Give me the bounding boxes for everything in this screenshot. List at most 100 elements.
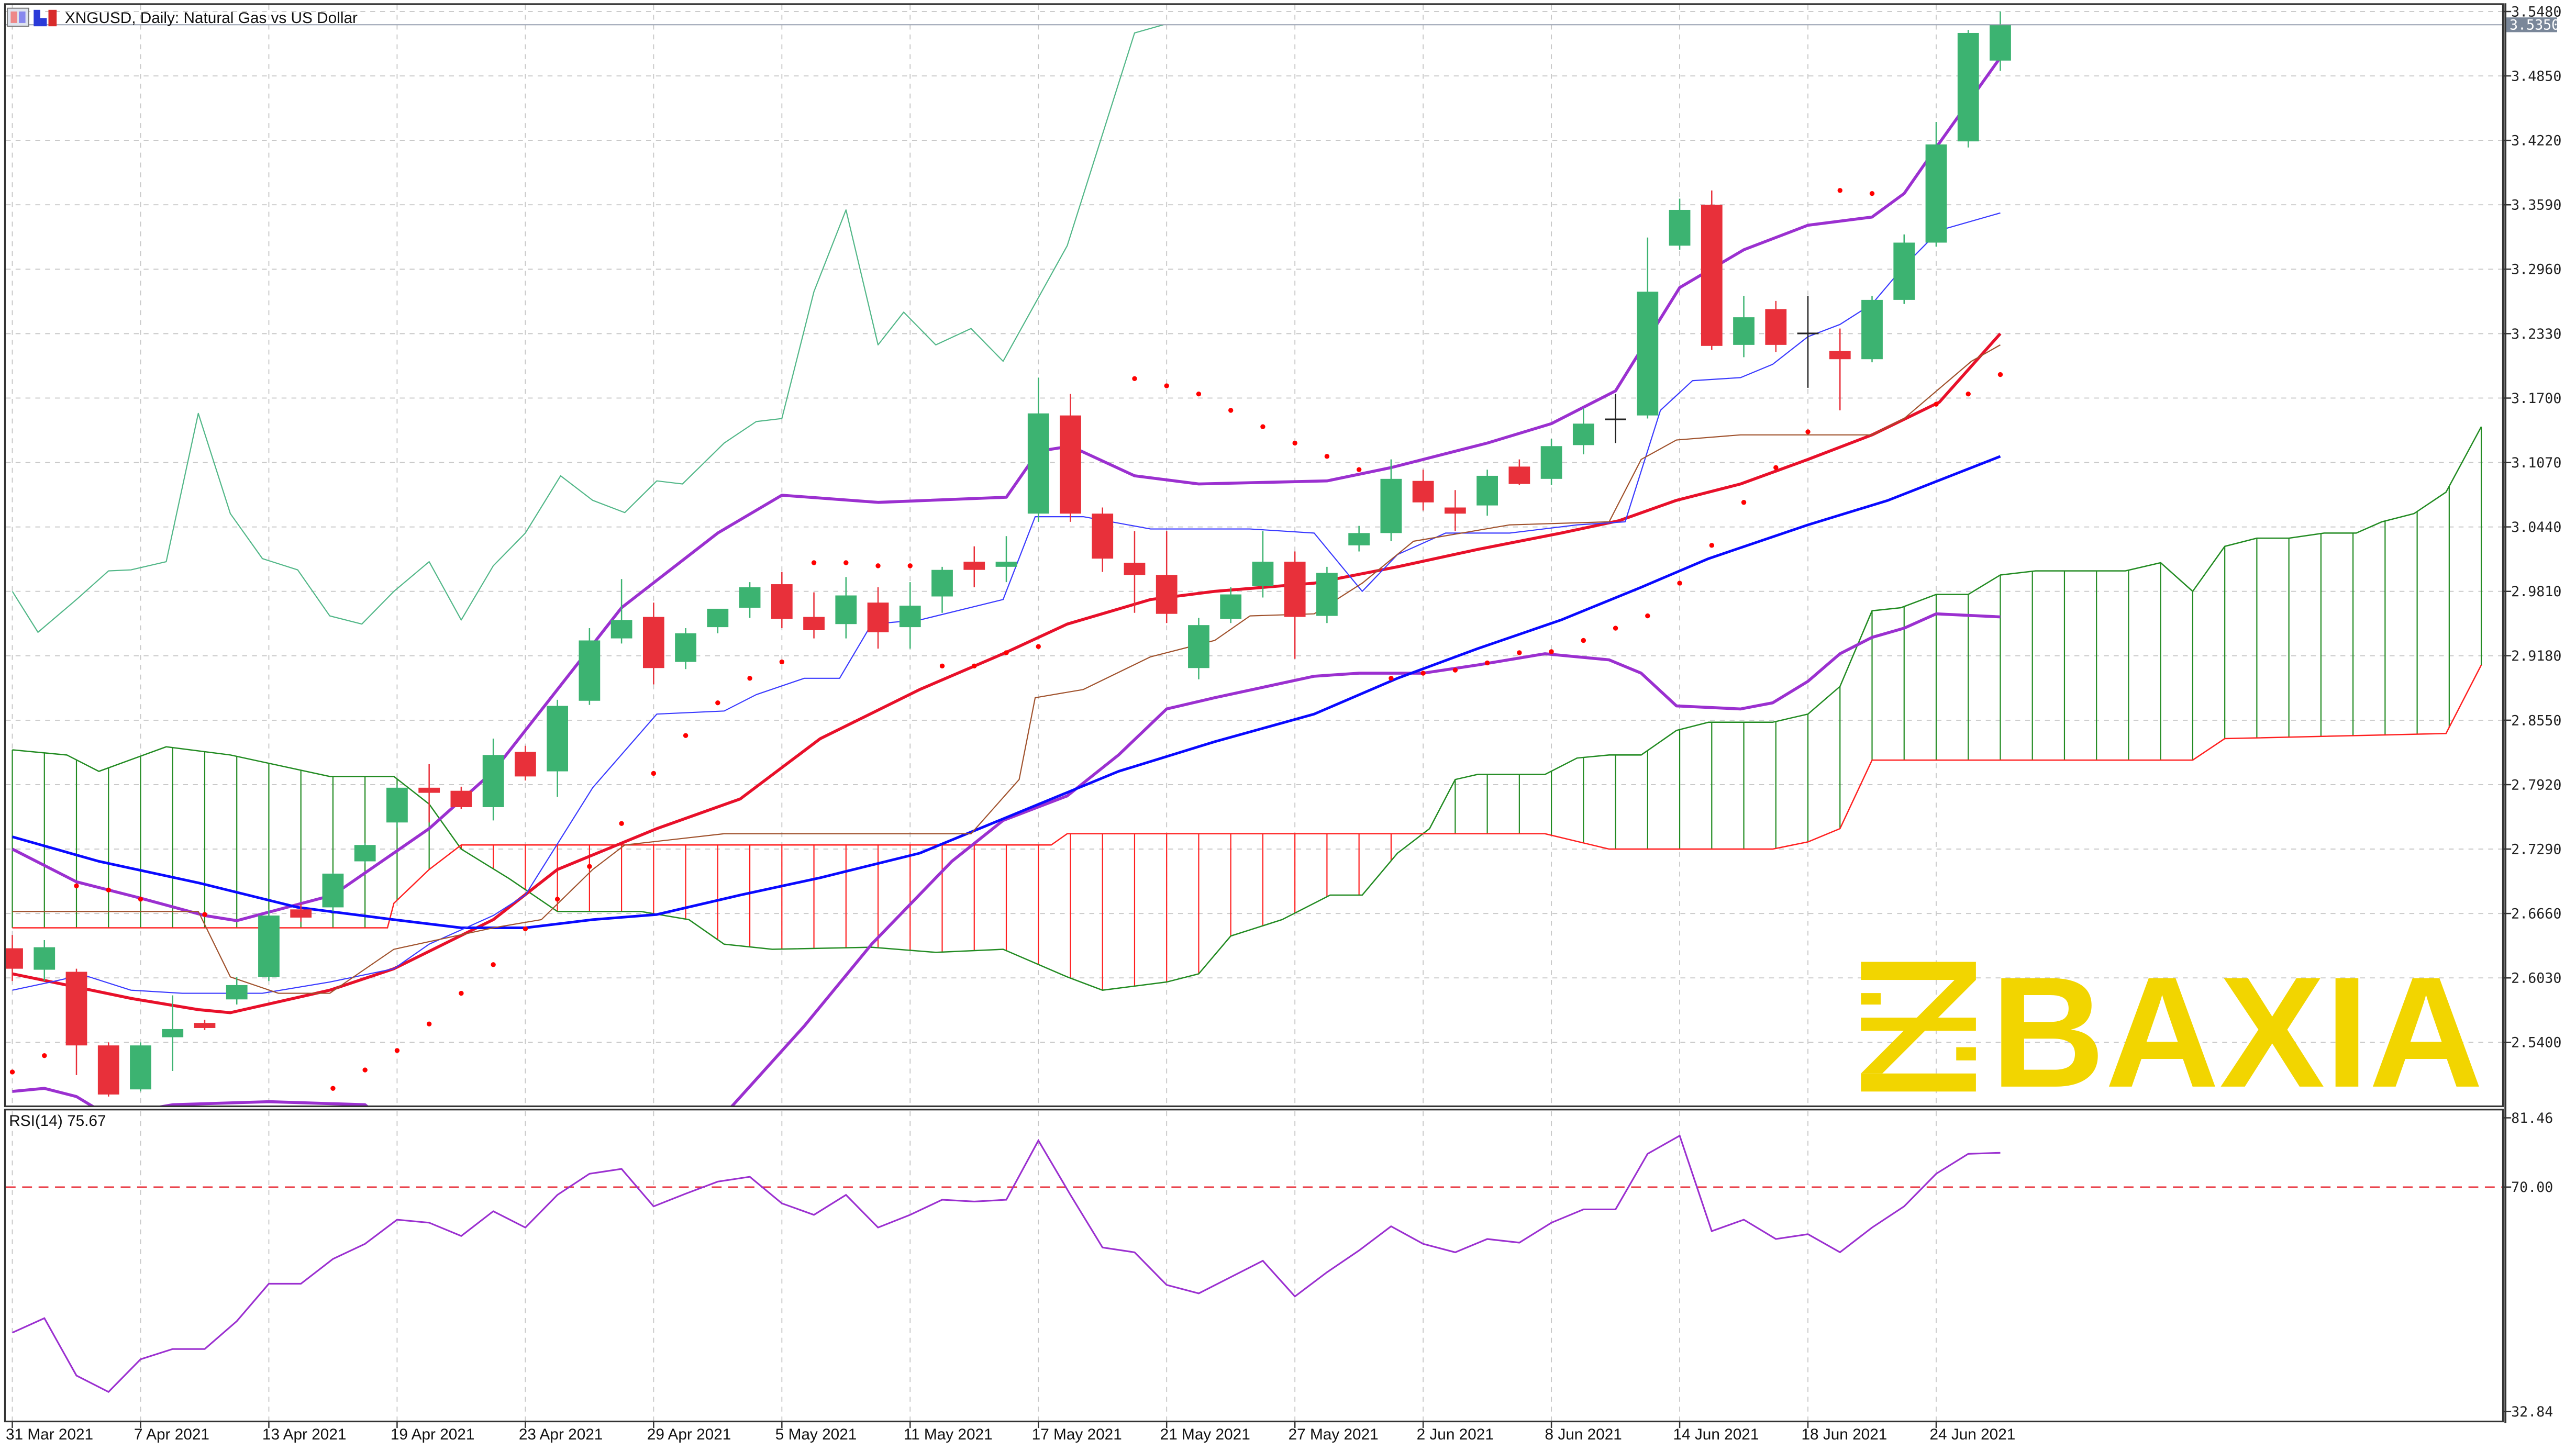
candle-body (1861, 299, 1883, 360)
candle-body (1380, 478, 1402, 533)
price-tick-label: 2.5400 (2511, 1035, 2561, 1051)
candle (707, 608, 729, 633)
sar-dot (1452, 667, 1458, 673)
time-tick-label: 8 Jun 2021 (1545, 1426, 1622, 1443)
sar-dot (523, 926, 528, 932)
candle-body (1508, 466, 1530, 484)
senkou-span-b (12, 664, 2482, 929)
baxia-logo-icon (1861, 962, 1976, 1092)
candle-body (1252, 562, 1274, 586)
candle-body (1669, 209, 1691, 246)
sar-dot (426, 1021, 432, 1026)
sar-dot (74, 883, 79, 889)
candle (899, 582, 921, 649)
indicator-lines (12, 24, 2002, 1107)
candle (1540, 439, 1562, 485)
price-axis: 3.5480 3.4850 3.4220 3.3590 3.2960 3.2330 3.17… (2503, 4, 2561, 1051)
price-tick-label: 3.1070 (2511, 455, 2561, 471)
sar-dot (1645, 613, 1650, 619)
candle (1444, 490, 1466, 531)
candle-body (5, 948, 23, 969)
candle-body (1444, 507, 1466, 514)
time-tick-label: 24 Jun 2021 (1929, 1426, 2015, 1443)
price-tick-label: 3.5480 (2511, 4, 2561, 20)
rsi-plot[interactable] (5, 1134, 2503, 1393)
candle-body (130, 1045, 151, 1090)
sar-dot (811, 560, 817, 565)
candle-body (1476, 475, 1498, 506)
candle (1925, 121, 1947, 247)
candle-body (450, 790, 472, 807)
candle-body (65, 972, 87, 1046)
price-plot[interactable] (2, 11, 2503, 1181)
candle-body (931, 570, 953, 597)
candle (1669, 198, 1691, 250)
candle-body (1605, 418, 1626, 420)
sar-dot (1164, 383, 1169, 388)
sar-dot (1613, 626, 1618, 631)
candle-body (739, 587, 761, 608)
candle (835, 577, 857, 639)
candle (482, 739, 504, 821)
sar-dot (1036, 644, 1041, 649)
candle-body (899, 606, 921, 628)
price-tick-label: 3.4220 (2511, 133, 2561, 149)
rsi-line (12, 1134, 2001, 1393)
candle-body (386, 787, 408, 823)
sar-dot (1484, 660, 1490, 666)
candle-body (771, 584, 793, 619)
candle (258, 909, 280, 981)
candle (739, 582, 761, 618)
price-pane-frame (4, 3, 2504, 1108)
candle (771, 572, 793, 629)
band-upper-line (12, 57, 2002, 922)
candle (803, 592, 825, 639)
candle-body (515, 752, 536, 777)
sar-dot (1356, 467, 1362, 472)
candle (515, 745, 536, 781)
candle (418, 764, 440, 823)
sar-dot (42, 1053, 47, 1058)
baxia-logo: BAXIA (1861, 944, 2483, 1120)
candle (450, 786, 472, 809)
candle-body (258, 916, 280, 977)
candle-body (707, 608, 729, 628)
candle (1508, 459, 1530, 485)
candle (1348, 526, 1370, 552)
ma-red-line (12, 332, 2002, 1014)
candle (1572, 408, 1594, 454)
candle (5, 935, 23, 981)
candle-body (322, 873, 344, 908)
candle-body (162, 1029, 184, 1037)
current-price-label: 3.5350 (2510, 17, 2560, 34)
sar-dot (972, 663, 977, 669)
price-tick-label: 2.9180 (2511, 648, 2561, 664)
candle-body (1893, 242, 1915, 300)
candle-body (1572, 423, 1594, 445)
price-tick-label: 2.7290 (2511, 841, 2561, 857)
price-tick-label: 3.3590 (2511, 197, 2561, 214)
sar-dot (1260, 424, 1265, 429)
candle (130, 1042, 151, 1092)
sar-dot (779, 659, 785, 665)
sar-dot (459, 990, 464, 996)
candle-body (226, 985, 248, 1000)
candle (1733, 296, 1755, 358)
sar-dot (1549, 649, 1554, 654)
candle-body (675, 633, 696, 662)
candle-body (1284, 562, 1306, 617)
sar-dot (1581, 638, 1586, 643)
sar-dot (683, 733, 689, 738)
ichimoku-cloud (12, 426, 2482, 991)
candle-body (1540, 446, 1562, 479)
chart-title: XNGUSD, Daily: Natural Gas vs US Dollar (65, 9, 358, 27)
candle (1701, 190, 1723, 350)
time-tick-label: 2 Jun 2021 (1417, 1426, 1494, 1443)
candle (97, 1042, 119, 1097)
candle (610, 579, 632, 644)
candle (34, 940, 55, 981)
candle (1957, 30, 1979, 148)
sar-dot (939, 663, 945, 669)
candle-body (547, 706, 569, 772)
